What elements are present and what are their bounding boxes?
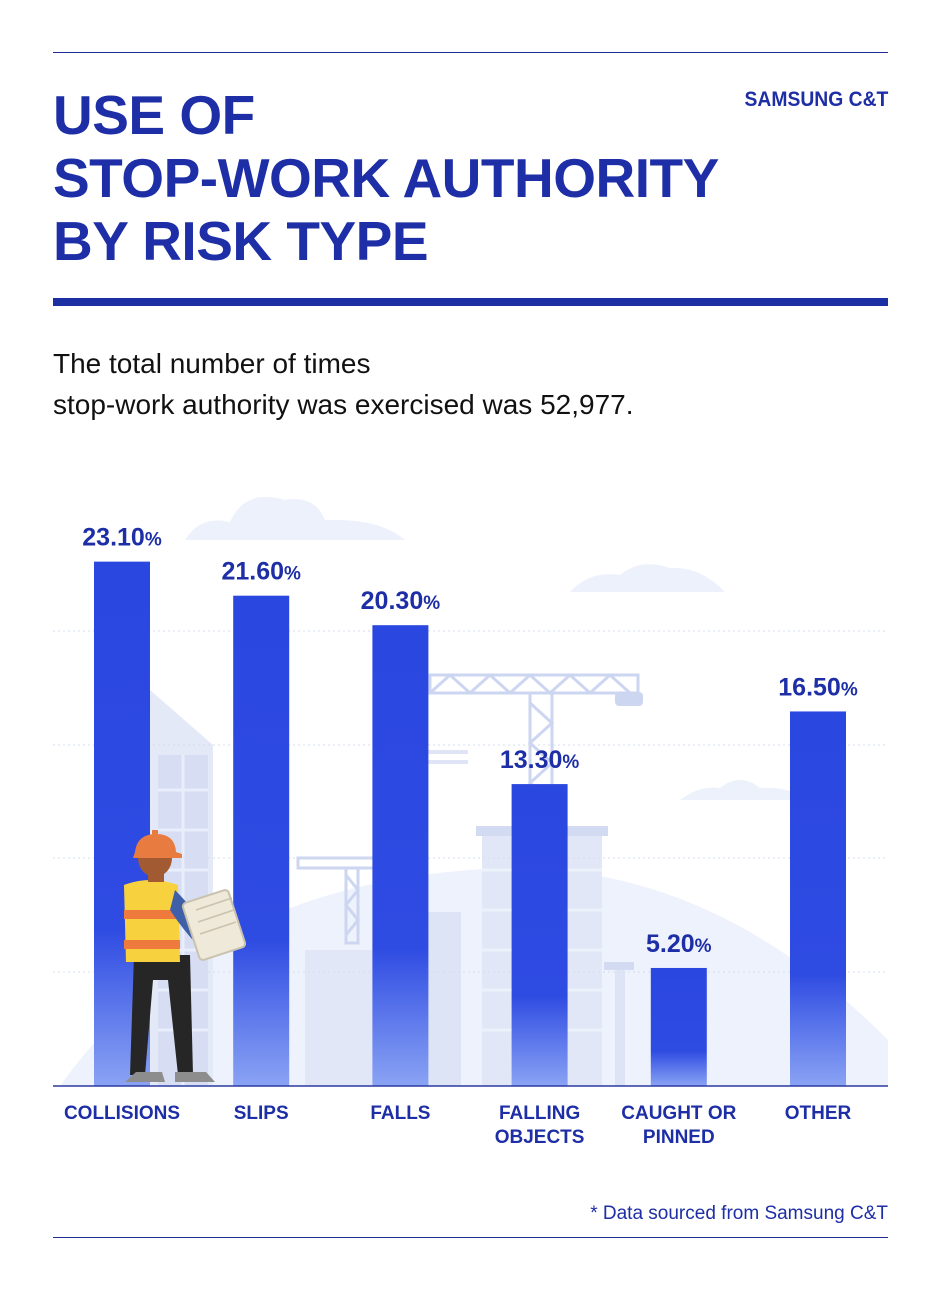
category-label-line: OTHER xyxy=(785,1103,852,1124)
subtitle: The total number of times stop-work auth… xyxy=(53,343,634,425)
title-line-3: BY RISK TYPE xyxy=(53,210,429,272)
hard-hat-icon xyxy=(133,834,182,858)
top-rule xyxy=(53,52,888,53)
cloud-left xyxy=(185,496,405,540)
subtitle-line-1: The total number of times xyxy=(53,348,371,379)
category-label-line: COLLISIONS xyxy=(64,1103,180,1124)
bar-value-number-0: 23.10 xyxy=(82,524,145,552)
bar-4 xyxy=(650,967,707,1086)
bar-value-label-1: 21.60% xyxy=(221,558,301,586)
bar-2 xyxy=(372,625,429,1086)
footnote: * Data sourced from Samsung C&T xyxy=(590,1203,888,1224)
cloud-small xyxy=(680,780,805,800)
category-label-line: FALLS xyxy=(370,1103,430,1124)
bar-value-label-2: 20.30% xyxy=(361,587,441,615)
bar-5 xyxy=(790,711,846,1086)
worker-legs xyxy=(130,955,193,1075)
brand-logo-text: SAMSUNG C&T xyxy=(744,88,888,111)
bar-value-label-4: 5.20% xyxy=(646,930,712,958)
category-label-0: COLLISIONS xyxy=(64,1103,180,1124)
title-line-1: USE OF xyxy=(53,84,255,146)
category-label-line: OBJECTS xyxy=(495,1127,585,1148)
bars-layer xyxy=(94,561,846,1086)
bar-value-unit-0: % xyxy=(145,530,162,551)
page-title: USE OF STOP-WORK AUTHORITY BY RISK TYPE xyxy=(53,84,719,273)
category-label-line: PINNED xyxy=(643,1127,715,1148)
blueprint-roll xyxy=(181,889,247,961)
category-label-3: FALLING OBJECTS xyxy=(495,1103,585,1148)
category-label-line: CAUGHT OR xyxy=(621,1103,736,1124)
bar-value-label-3: 13.30% xyxy=(500,746,580,774)
title-divider xyxy=(53,298,888,306)
bar-3 xyxy=(511,784,568,1086)
bar-value-number-4: 5.20 xyxy=(646,930,695,958)
category-label-line: SLIPS xyxy=(234,1103,289,1124)
bar-value-unit-5: % xyxy=(841,679,858,700)
bar-value-unit-1: % xyxy=(284,564,301,585)
bar-value-unit-3: % xyxy=(562,752,579,773)
bar-value-unit-4: % xyxy=(695,936,712,957)
category-label-line: FALLING xyxy=(499,1103,580,1124)
bar-value-unit-2: % xyxy=(423,593,440,614)
cloud-right xyxy=(570,564,725,592)
bar-value-label-5: 16.50% xyxy=(778,673,858,701)
bar-value-number-3: 13.30 xyxy=(500,746,563,774)
worker-vest xyxy=(124,880,180,962)
bar-value-number-2: 20.30 xyxy=(361,587,424,615)
bar-value-number-5: 16.50 xyxy=(778,673,841,701)
title-line-2: STOP-WORK AUTHORITY xyxy=(53,147,719,209)
bottom-rule xyxy=(53,1237,888,1238)
category-label-2: FALLS xyxy=(370,1103,430,1124)
labels-layer: 23.10% COLLISIONS 21.60% SLIPS 20.30% FALLS 13… xyxy=(64,524,858,1148)
bar-chart: 23.10% COLLISIONS 21.60% SLIPS 20.30% FALLS 13… xyxy=(53,496,888,1148)
bar-value-label-0: 23.10% xyxy=(82,524,162,552)
worker-illustration xyxy=(124,830,247,1082)
category-label-1: SLIPS xyxy=(234,1103,289,1124)
category-label-5: OTHER xyxy=(785,1103,852,1124)
bar-1 xyxy=(233,595,290,1086)
gridlines xyxy=(53,630,888,973)
category-label-4: CAUGHT OR PINNED xyxy=(621,1103,736,1148)
subtitle-line-2: stop-work authority was exercised was 52… xyxy=(53,389,634,420)
bar-value-number-1: 21.60 xyxy=(221,558,284,586)
